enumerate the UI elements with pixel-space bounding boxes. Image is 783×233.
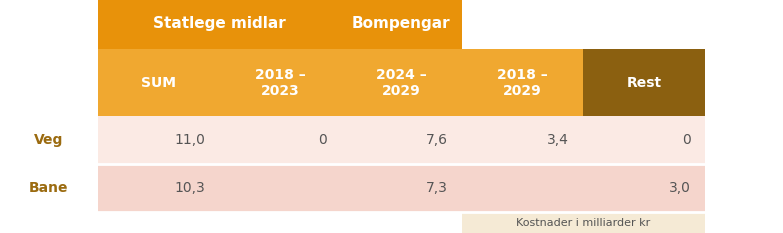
Bar <box>219 49 341 116</box>
Text: 3,4: 3,4 <box>547 133 569 147</box>
Text: Rest: Rest <box>626 76 662 90</box>
Bar <box>0 0 98 49</box>
Text: Bompengar: Bompengar <box>352 16 450 31</box>
Text: 7,6: 7,6 <box>426 133 448 147</box>
Text: 2018 –
2023: 2018 – 2023 <box>254 68 305 98</box>
Bar <box>462 0 583 49</box>
Text: 0: 0 <box>318 133 327 147</box>
Text: Kostnader i milliarder kr: Kostnader i milliarder kr <box>516 218 651 227</box>
Bar <box>462 49 583 116</box>
Bar <box>341 116 462 164</box>
Bar <box>583 0 705 49</box>
Bar <box>341 0 462 49</box>
Bar <box>341 49 462 116</box>
Text: Bane: Bane <box>29 181 69 195</box>
Bar <box>219 164 341 212</box>
Bar <box>98 49 219 116</box>
Text: 7,3: 7,3 <box>426 181 448 195</box>
Bar <box>583 49 705 116</box>
Bar <box>462 212 705 233</box>
Bar <box>462 116 583 164</box>
Text: 0: 0 <box>682 133 691 147</box>
Bar <box>0 164 98 212</box>
Bar <box>0 49 98 116</box>
Text: 11,0: 11,0 <box>175 133 205 147</box>
Text: SUM: SUM <box>141 76 176 90</box>
Bar <box>0 116 98 164</box>
Bar <box>583 116 705 164</box>
Text: 10,3: 10,3 <box>175 181 205 195</box>
Text: Veg: Veg <box>34 133 63 147</box>
Bar <box>341 164 462 212</box>
Text: 3,0: 3,0 <box>669 181 691 195</box>
Bar <box>219 116 341 164</box>
Bar <box>98 164 219 212</box>
Text: 2024 –
2029: 2024 – 2029 <box>376 68 427 98</box>
Bar <box>98 116 219 164</box>
Text: 2018 –
2029: 2018 – 2029 <box>497 68 548 98</box>
Bar <box>98 0 341 49</box>
Bar <box>583 164 705 212</box>
Text: Statlege midlar: Statlege midlar <box>153 16 286 31</box>
Bar <box>462 164 583 212</box>
